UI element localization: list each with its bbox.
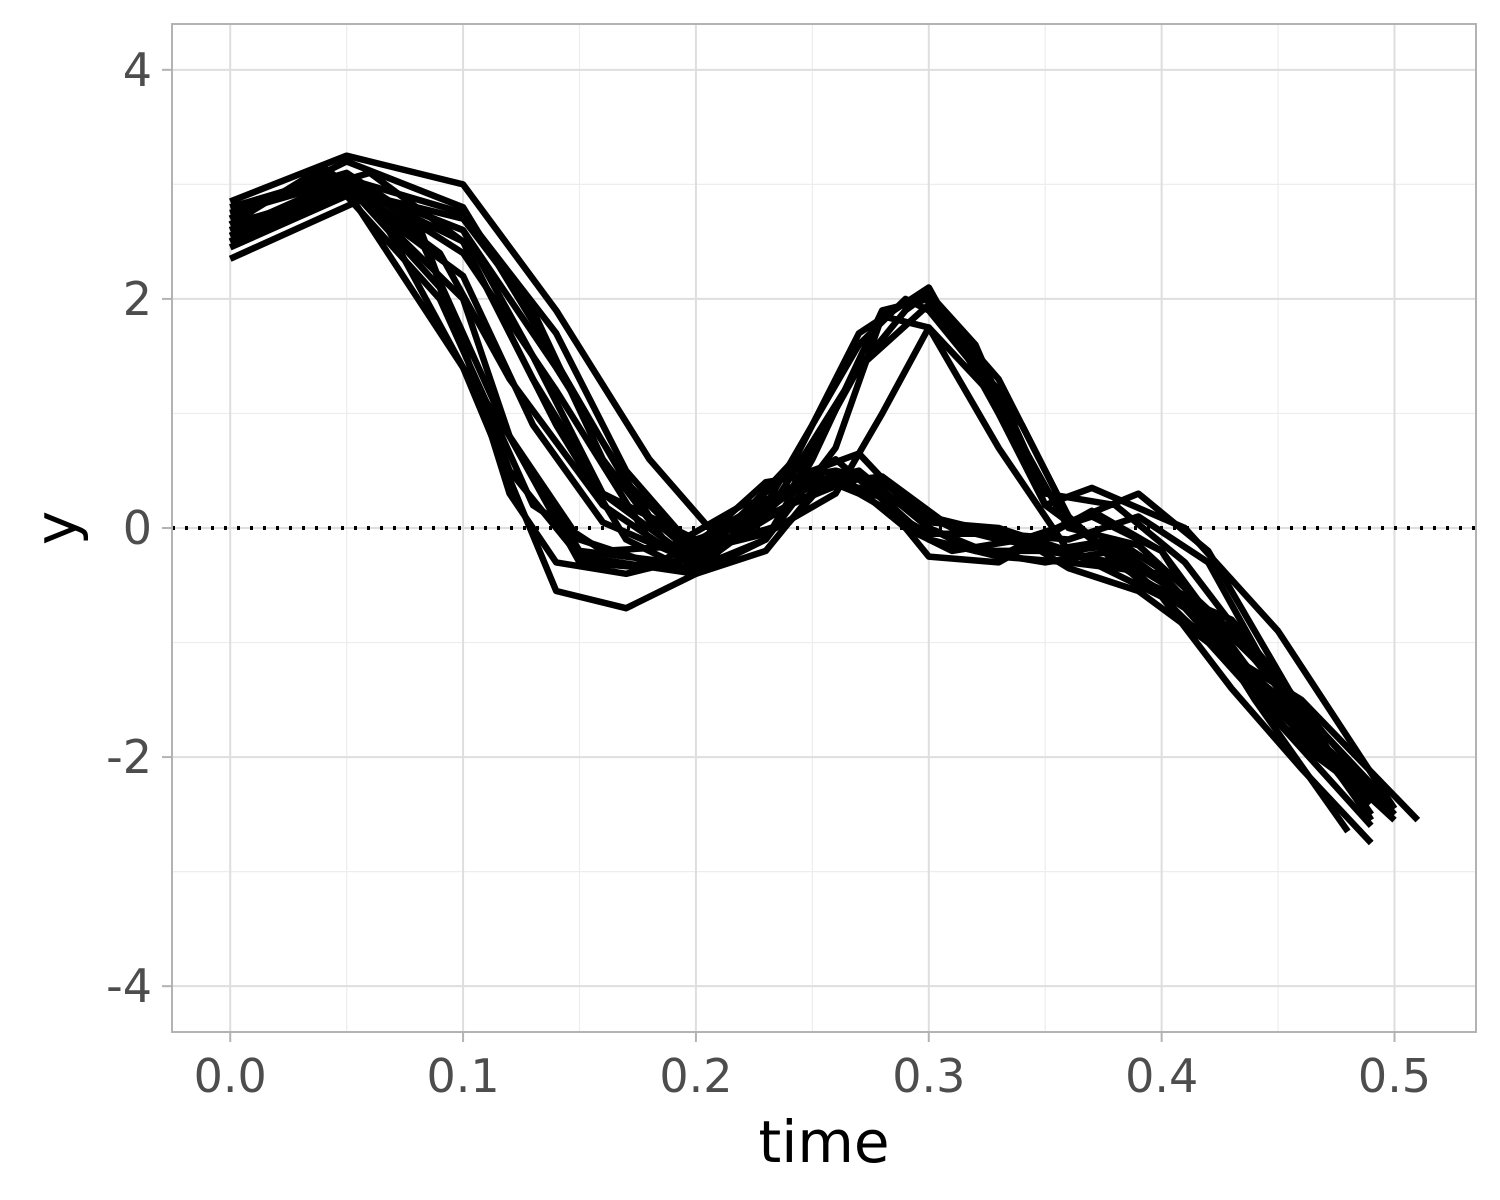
- x-axis-title: time: [758, 1108, 889, 1176]
- y-tick-label: 2: [123, 272, 152, 326]
- y-tick-label: -4: [106, 959, 152, 1013]
- series-line-17: [229, 186, 1374, 817]
- series-line-18: [229, 175, 1397, 817]
- x-tick-label: 0.2: [659, 1049, 732, 1103]
- x-axis-ticks: 0.0 0.1 0.2 0.3 0.4 0.5: [194, 1032, 1431, 1103]
- x-tick-label: 0.3: [892, 1049, 965, 1103]
- x-tick-label: 0.1: [426, 1049, 499, 1103]
- y-axis-title: y: [22, 511, 90, 545]
- series-line-14: [229, 152, 1374, 822]
- y-tick-label: -2: [106, 730, 152, 784]
- series-line-15: [229, 181, 1374, 817]
- y-axis-ticks: -4 -2 0 2 4: [106, 43, 172, 1013]
- x-tick-label: 0.5: [1358, 1049, 1431, 1103]
- x-tick-label: 0.4: [1125, 1049, 1198, 1103]
- series-line-16: [228, 181, 1397, 812]
- x-tick-label: 0.0: [194, 1049, 267, 1103]
- y-tick-label: 0: [123, 501, 152, 555]
- series-lines: [228, 152, 1421, 846]
- series-line-7: [228, 181, 1398, 811]
- y-tick-label: 4: [123, 43, 152, 97]
